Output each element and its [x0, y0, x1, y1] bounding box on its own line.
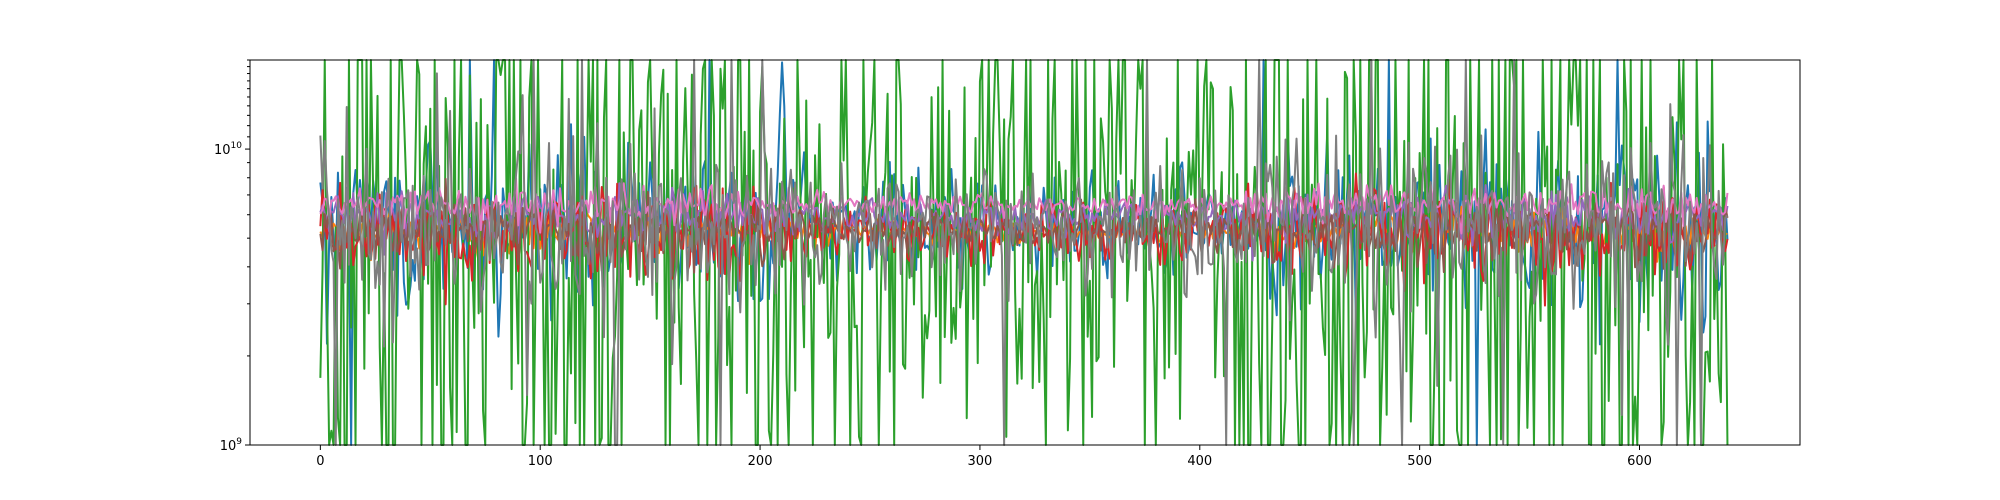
x-tick-label: 500 [1407, 454, 1432, 469]
series-line-8 [319, 59, 1729, 446]
x-tick-label: 600 [1627, 454, 1652, 469]
y-axis: 109 1010 [214, 59, 250, 454]
plot-frame [249, 59, 1801, 446]
x-tick-label: 400 [1187, 454, 1212, 469]
series-layer [319, 59, 1729, 446]
series-line-6 [319, 177, 1729, 277]
y-tick-label: 109 [220, 437, 243, 454]
series-line-3 [319, 59, 1729, 446]
x-axis: 0 100 200 300 400 500 600 [316, 445, 1652, 469]
y-tick-label: 1010 [214, 141, 242, 158]
x-tick-label: 100 [528, 454, 553, 469]
x-tick-label: 300 [968, 454, 993, 469]
x-tick-label: 200 [748, 454, 773, 469]
x-tick-label: 0 [316, 454, 324, 469]
